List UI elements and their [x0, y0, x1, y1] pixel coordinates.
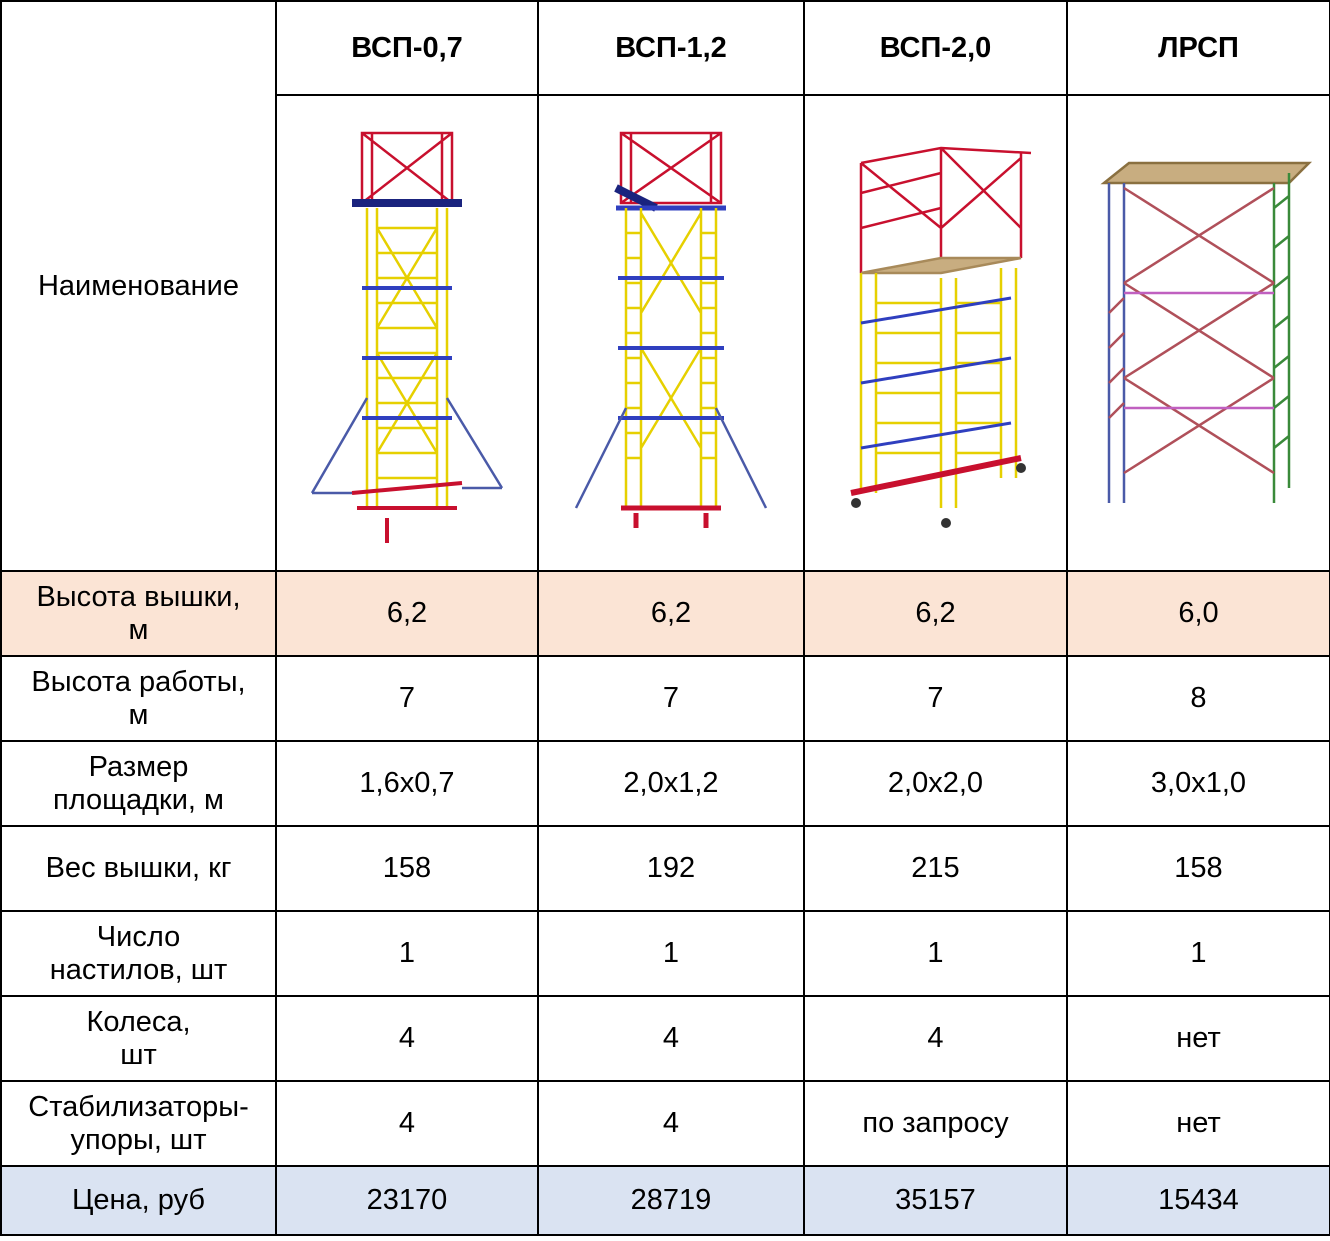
- table-row: Цена, руб 23170 28719 35157 15434: [0, 1165, 1330, 1236]
- tower-image: [574, 131, 768, 528]
- cell: 15434: [1066, 1165, 1330, 1236]
- header-row: Наименование ВСП-0,7 ВСП-1,2 ВСП-2,0 ЛРС…: [0, 0, 1330, 572]
- tower-image: [310, 131, 504, 543]
- row-label-line: упоры, шт: [70, 1123, 207, 1156]
- cell: 4: [537, 995, 805, 1082]
- cell: нет: [1066, 995, 1330, 1082]
- row-label-line: Высота вышки,: [36, 581, 241, 614]
- cell: 192: [537, 825, 805, 912]
- row-label-line: Размер: [88, 751, 189, 784]
- row-label-line: Стабилизаторы-: [28, 1091, 249, 1124]
- cell: 6,2: [537, 570, 805, 657]
- row-label: Цена, руб: [0, 1165, 277, 1236]
- table-body: Высота вышки, м 6,2 6,2 6,2 6,0 Высота работы,…: [0, 570, 1330, 1236]
- image-cell: [275, 94, 539, 572]
- cell: 23170: [275, 1165, 539, 1236]
- row-label-line: м: [128, 613, 149, 646]
- image-row: [1, 94, 1330, 572]
- row-label: Колеса, шт: [0, 995, 277, 1082]
- cell: 4: [275, 1080, 539, 1167]
- row-label: Число настилов, шт: [0, 910, 277, 997]
- table-row: Число настилов, шт 1 1 1 1: [0, 910, 1330, 997]
- cell: 7: [275, 655, 539, 742]
- cell: 1: [275, 910, 539, 997]
- cell: 6,2: [803, 570, 1068, 657]
- cell: 7: [803, 655, 1068, 742]
- row-label-line: Число: [96, 921, 181, 954]
- cell: 35157: [803, 1165, 1068, 1236]
- table-row: Колеса, шт 4 4 4 нет: [0, 995, 1330, 1082]
- row-label: Вес вышки, кг: [0, 825, 277, 912]
- cell: 158: [275, 825, 539, 912]
- row-label: Высота вышки, м: [0, 570, 277, 657]
- row-label-line: Вес вышки, кг: [45, 852, 232, 885]
- cell: 6,0: [1066, 570, 1330, 657]
- row-label-line: Цена, руб: [71, 1184, 206, 1217]
- row-label: Стабилизаторы-упоры, шт: [0, 1080, 277, 1167]
- cell: 2,0x2,0: [803, 740, 1068, 827]
- image-cell: [537, 94, 805, 572]
- cell: 4: [537, 1080, 805, 1167]
- cell: 2,0x1,2: [537, 740, 805, 827]
- table-row: Высота вышки, м 6,2 6,2 6,2 6,0: [0, 570, 1330, 657]
- cell: 1: [537, 910, 805, 997]
- row-label: Высота работы, м: [0, 655, 277, 742]
- tower-image: [1099, 161, 1312, 503]
- image-cell: [803, 94, 1068, 572]
- cell: нет: [1066, 1080, 1330, 1167]
- table-row: Размер площадки, м 1,6x0,7 2,0x1,2 2,0x2,0 3,…: [0, 740, 1330, 827]
- tower-image: [849, 146, 1031, 528]
- row-label-line: м: [128, 698, 149, 731]
- row-label-line: Колеса,: [86, 1006, 191, 1039]
- cell: 4: [275, 995, 539, 1082]
- column-header: ЛРСП: [1066, 0, 1330, 96]
- table-row: Высота работы, м 7 7 7 8: [0, 655, 1330, 742]
- cell: 1,6x0,7: [275, 740, 539, 827]
- cell: по запросу: [803, 1080, 1068, 1167]
- row-label-line: Высота работы,: [31, 666, 246, 699]
- column-header: ВСП-1,2: [537, 0, 805, 96]
- cell: 6,2: [275, 570, 539, 657]
- cell: 158: [1066, 825, 1330, 912]
- row-label-line: площадки, м: [53, 783, 224, 816]
- name-cell: Наименование: [0, 0, 277, 572]
- row-label-line: настилов, шт: [49, 953, 228, 986]
- column-header: ВСП-0,7: [275, 0, 539, 96]
- table-row: Стабилизаторы-упоры, шт 4 4 по запросу нет: [0, 1080, 1330, 1167]
- cell: 1: [803, 910, 1068, 997]
- cell: 1: [1066, 910, 1330, 997]
- name-label: Наименование: [37, 269, 240, 302]
- cell: 28719: [537, 1165, 805, 1236]
- cell: 3,0x1,0: [1066, 740, 1330, 827]
- cell: 8: [1066, 655, 1330, 742]
- cell: 7: [537, 655, 805, 742]
- column-header: ВСП-2,0: [803, 0, 1068, 96]
- cell: 4: [803, 995, 1068, 1082]
- table-row: Вес вышки, кг 158 192 215 158: [0, 825, 1330, 912]
- cell: 215: [803, 825, 1068, 912]
- row-label: Размер площадки, м: [0, 740, 277, 827]
- image-cell: [1066, 94, 1330, 572]
- row-label-line: шт: [120, 1038, 157, 1071]
